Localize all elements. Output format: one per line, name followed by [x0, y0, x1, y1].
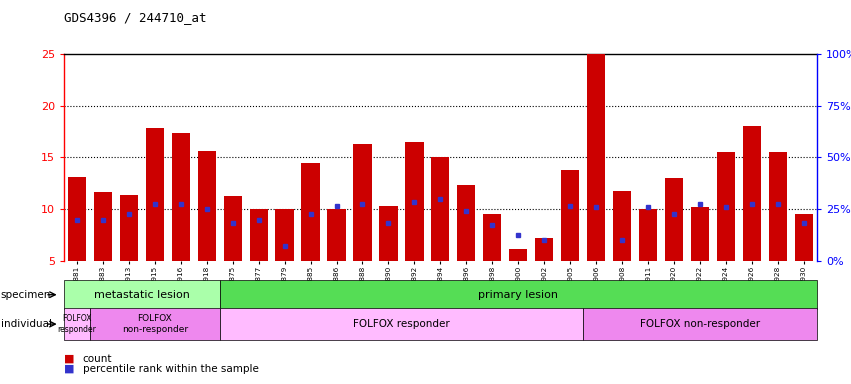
Text: FOLFOX responder: FOLFOX responder: [353, 319, 450, 329]
Bar: [717, 152, 735, 261]
Bar: [431, 157, 449, 261]
Bar: [665, 178, 683, 261]
Bar: [457, 185, 476, 261]
Bar: [769, 152, 787, 261]
Bar: [249, 209, 268, 261]
Bar: [328, 209, 346, 261]
Text: FOLFOX
non-responder: FOLFOX non-responder: [122, 314, 188, 334]
Text: FOLFOX
responder: FOLFOX responder: [57, 314, 96, 334]
Text: FOLFOX non-responder: FOLFOX non-responder: [640, 319, 760, 329]
Text: percentile rank within the sample: percentile rank within the sample: [83, 364, 259, 374]
Bar: [301, 163, 320, 261]
Bar: [405, 142, 424, 261]
Bar: [172, 132, 190, 261]
Bar: [561, 170, 580, 261]
Text: ■: ■: [64, 354, 74, 364]
Text: GDS4396 / 244710_at: GDS4396 / 244710_at: [64, 12, 206, 25]
Bar: [613, 190, 631, 261]
Bar: [691, 207, 709, 261]
Bar: [90, 308, 220, 340]
Text: ■: ■: [64, 364, 74, 374]
Bar: [743, 126, 761, 261]
Bar: [197, 151, 216, 261]
Bar: [220, 280, 817, 309]
Text: metastatic lesion: metastatic lesion: [94, 290, 190, 300]
Bar: [120, 195, 138, 261]
Bar: [276, 209, 294, 261]
Bar: [64, 280, 220, 309]
Bar: [64, 308, 90, 340]
Bar: [509, 249, 528, 261]
Bar: [353, 144, 372, 261]
Bar: [583, 308, 817, 340]
Bar: [220, 308, 583, 340]
Bar: [94, 192, 111, 261]
Bar: [146, 128, 163, 261]
Text: specimen: specimen: [1, 290, 51, 300]
Bar: [380, 206, 397, 261]
Text: count: count: [83, 354, 112, 364]
Bar: [483, 214, 501, 261]
Bar: [535, 238, 553, 261]
Text: individual: individual: [1, 319, 52, 329]
Text: primary lesion: primary lesion: [478, 290, 558, 300]
Bar: [639, 209, 657, 261]
Bar: [224, 196, 242, 261]
Bar: [68, 177, 86, 261]
Bar: [795, 214, 813, 261]
Bar: [587, 54, 605, 261]
